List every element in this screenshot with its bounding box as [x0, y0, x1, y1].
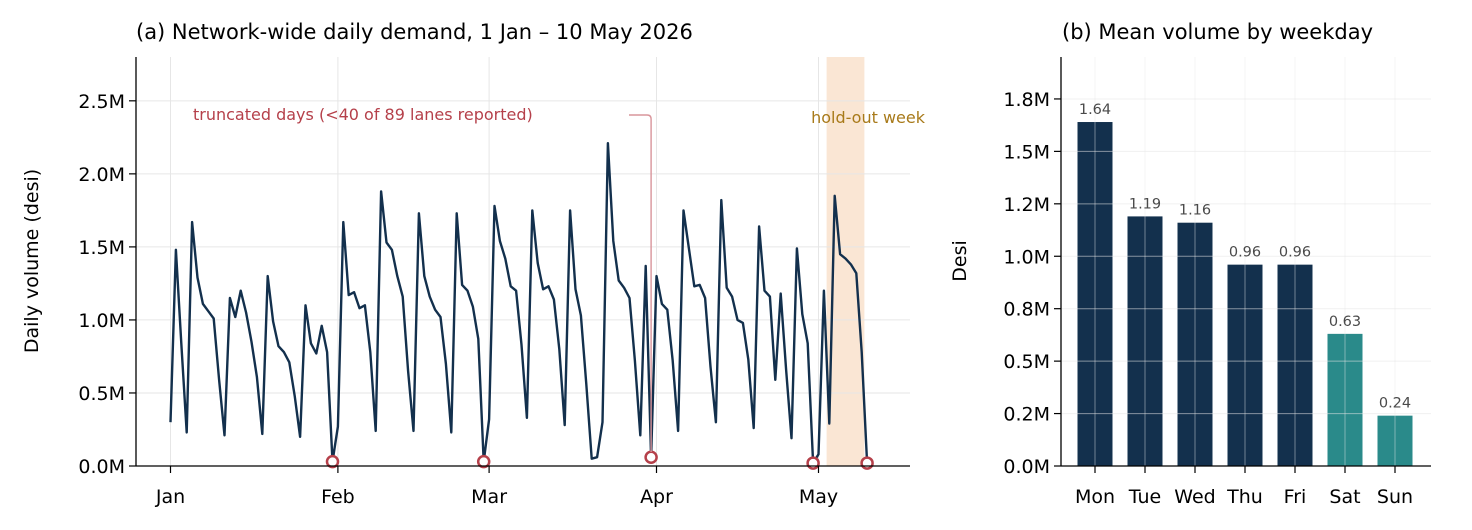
weekday-bars [1077, 122, 1413, 467]
y-tick-label: 0.5M [1003, 351, 1050, 373]
weekday-bar [1227, 264, 1263, 466]
panel-b-y-axis-label: Desi [949, 240, 971, 282]
x-tick-label: Tue [1128, 486, 1161, 508]
x-tick-label: Apr [640, 486, 673, 508]
y-tick-label: 2.0M [78, 164, 125, 186]
x-tick-label: May [799, 486, 838, 508]
x-tick-label: Feb [321, 486, 355, 508]
y-tick-label: 0.2M [1003, 404, 1050, 426]
panel-a-x-ticks: Jan Feb Mar Apr May [155, 466, 838, 508]
bar-value-label: 0.24 [1379, 396, 1411, 412]
truncated-day-marker [325, 454, 340, 469]
panel-b-x-ticks: Mon Tue Wed Thu Fri Sat Sun [1075, 466, 1413, 508]
truncated-day-marker [476, 454, 491, 469]
weekday-bar [1077, 122, 1113, 467]
panel-b-axes [1060, 57, 1431, 467]
y-tick-label: 0.5M [78, 383, 125, 405]
y-tick-label: 1.0M [1003, 246, 1050, 268]
y-tick-label: 1.0M [78, 310, 125, 332]
panel-b-gridlines [1061, 57, 1431, 467]
bar-value-label: 1.16 [1179, 203, 1211, 219]
daily-demand-line [169, 141, 869, 465]
y-tick-label: 1.2M [1003, 194, 1050, 216]
truncated-day-marker [860, 456, 874, 470]
weekday-bar [1177, 222, 1213, 466]
y-tick-label: 0.8M [1003, 299, 1050, 321]
y-tick-label: 1.8M [1003, 89, 1050, 111]
bar-value-label: 0.63 [1329, 314, 1361, 330]
weekday-bar-labels: 1.64 1.19 1.16 0.96 0.96 0.63 0.24 [1079, 102, 1411, 412]
panel-a-y-ticks: 0.0M 0.5M 1.0M 1.5M 2.0M 2.5M [78, 91, 136, 478]
x-tick-label: Thu [1226, 486, 1263, 508]
weekday-bar [1327, 333, 1363, 466]
daily-demand-series [169, 141, 869, 465]
x-tick-label: Sun [1377, 486, 1413, 508]
x-tick-label: Mon [1075, 486, 1115, 508]
panel-a-daily-demand: (a) Network-wide daily demand, 1 Jan – 1… [21, 20, 926, 508]
truncated-day-marker [644, 450, 658, 464]
y-tick-label: 2.5M [78, 91, 125, 113]
panel-a-axes [135, 57, 910, 467]
y-tick-label: 1.5M [78, 237, 125, 259]
y-tick-label: 1.5M [1003, 141, 1050, 163]
truncated-day-marker [806, 456, 820, 470]
bar-value-label: 0.96 [1279, 245, 1311, 261]
panel-b-y-ticks: 0.0M 0.2M 0.5M 0.8M 1.0M 1.2M 1.5M 1.8M [1003, 89, 1061, 478]
panel-b-title: (b) Mean volume by weekday [1062, 20, 1373, 44]
x-tick-label: Wed [1174, 486, 1215, 508]
weekday-bar [1127, 216, 1163, 466]
x-tick-label: Sat [1329, 486, 1360, 508]
holdout-week-label: hold-out week [811, 108, 926, 127]
y-tick-label: 0.0M [78, 456, 125, 478]
bar-value-label: 0.96 [1229, 245, 1261, 261]
bar-value-label: 1.64 [1079, 102, 1111, 118]
weekday-bar [1277, 264, 1313, 466]
x-tick-label: Fri [1284, 486, 1307, 508]
truncated-days-annotation: truncated days (<40 of 89 lanes reported… [193, 105, 652, 452]
bar-value-label: 1.19 [1129, 196, 1161, 212]
weekday-bar [1377, 415, 1413, 466]
annotation-text: truncated days (<40 of 89 lanes reported… [193, 105, 533, 124]
annotation-leader-line [629, 114, 652, 452]
panel-b-weekday-volume: (b) Mean volume by weekday 1.64 1.19 1.16 0… [949, 20, 1431, 508]
x-tick-label: Jan [155, 486, 185, 508]
x-tick-label: Mar [471, 486, 507, 508]
panel-a-title: (a) Network-wide daily demand, 1 Jan – 1… [136, 20, 693, 44]
panel-a-y-axis-label: Daily volume (desi) [21, 169, 43, 353]
y-tick-label: 0.0M [1003, 456, 1050, 478]
